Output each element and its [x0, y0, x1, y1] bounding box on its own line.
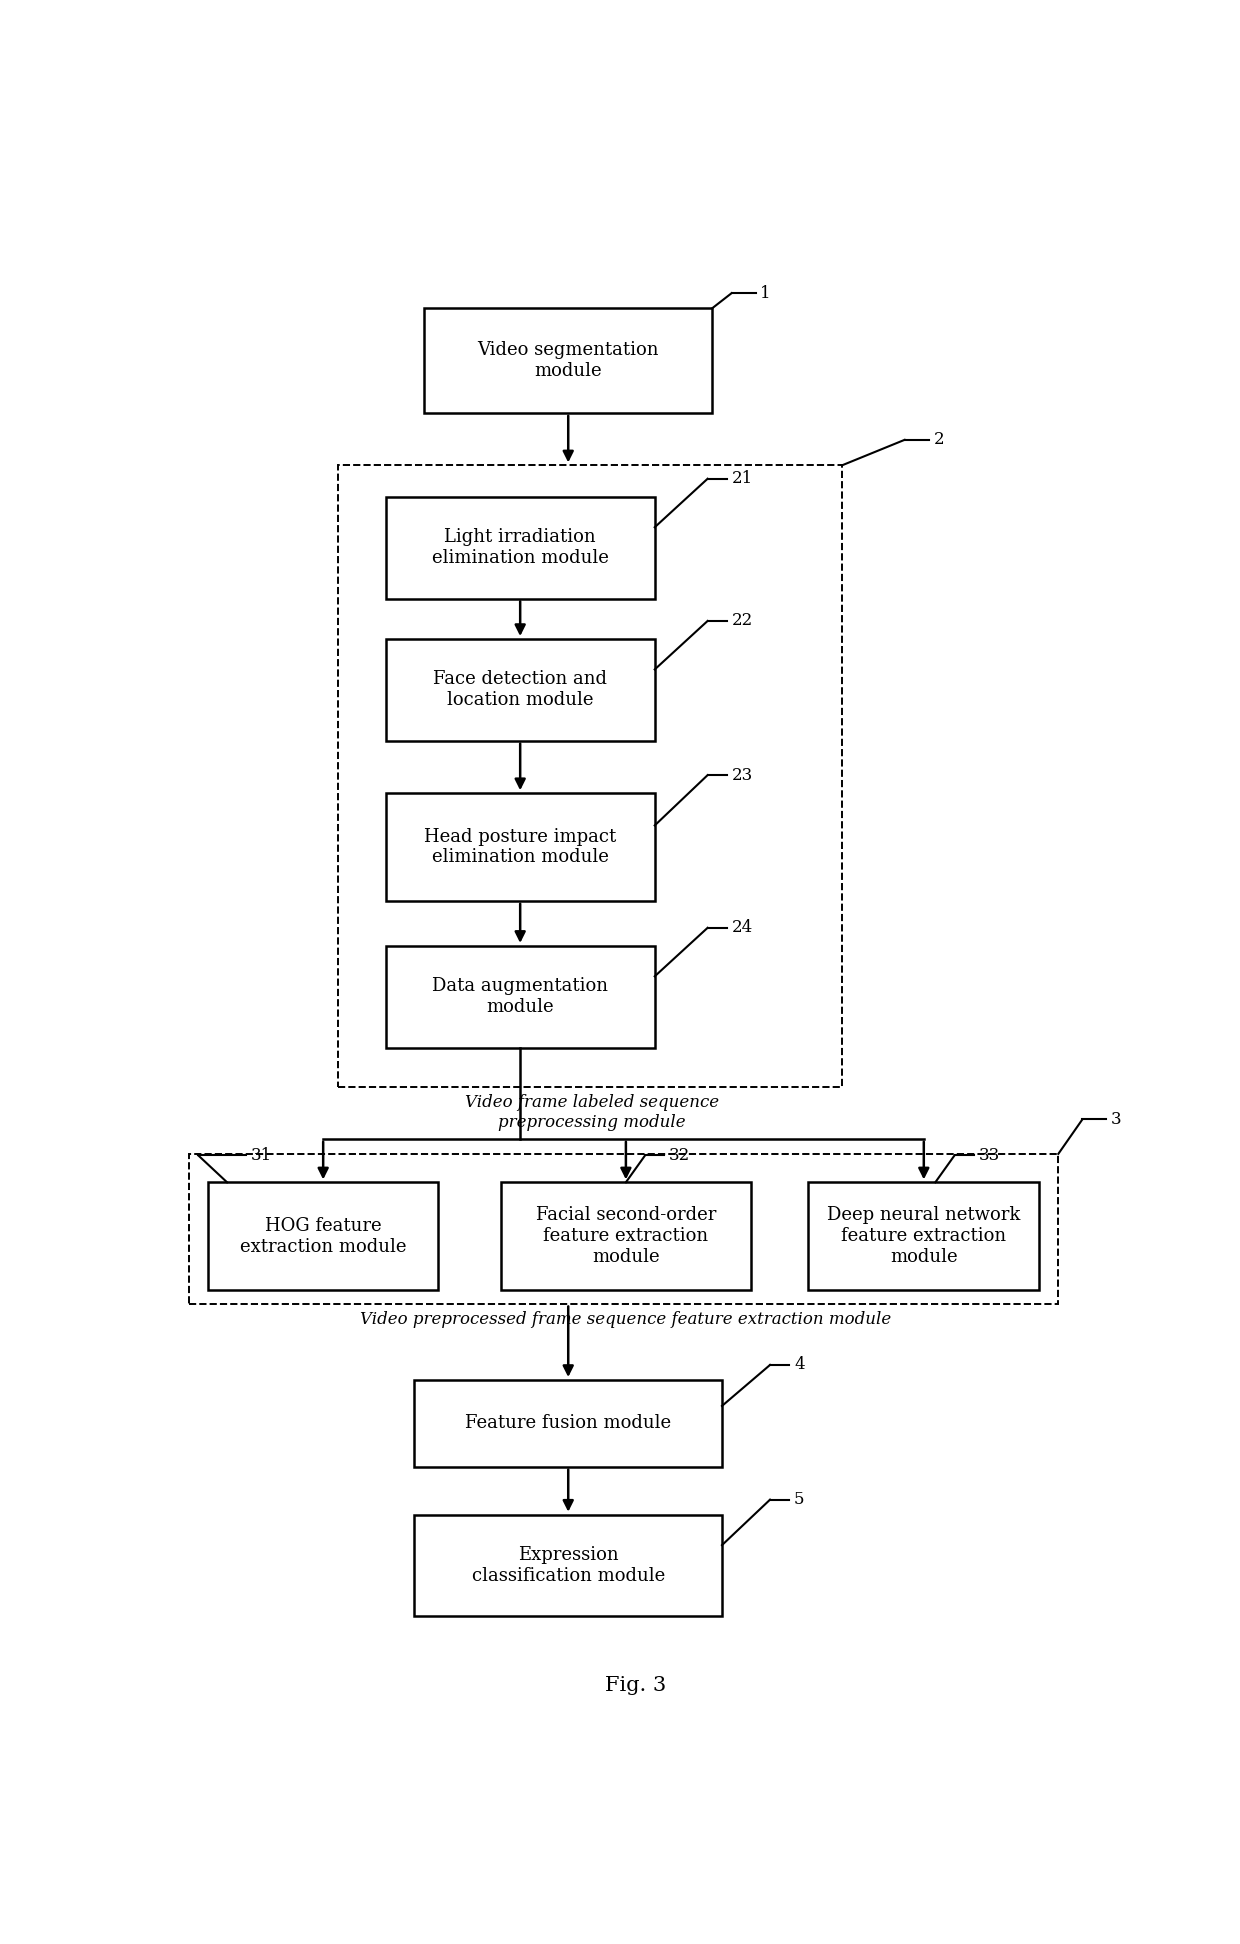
Text: 23: 23: [732, 766, 753, 783]
Bar: [414, 1514, 722, 1615]
Text: Video frame labeled sequence
preprocessing module: Video frame labeled sequence preprocessi…: [465, 1094, 719, 1131]
Text: 1: 1: [760, 284, 771, 301]
Text: 32: 32: [670, 1147, 691, 1164]
Text: 31: 31: [250, 1147, 273, 1164]
Text: 24: 24: [732, 920, 753, 937]
Bar: [386, 498, 655, 599]
Text: Data augmentation
module: Data augmentation module: [433, 978, 608, 1017]
Bar: [386, 793, 655, 900]
Text: Feature fusion module: Feature fusion module: [465, 1415, 671, 1433]
Text: 33: 33: [978, 1147, 999, 1164]
Bar: [208, 1182, 439, 1291]
Text: Head posture impact
elimination module: Head posture impact elimination module: [424, 828, 616, 867]
Bar: [386, 947, 655, 1048]
Text: 5: 5: [794, 1491, 805, 1509]
Bar: [414, 1380, 722, 1466]
Bar: [386, 640, 655, 741]
Text: 3: 3: [1111, 1110, 1122, 1128]
Text: HOG feature
extraction module: HOG feature extraction module: [239, 1217, 407, 1256]
Text: Expression
classification module: Expression classification module: [471, 1545, 665, 1584]
Bar: [501, 1182, 750, 1291]
Text: 2: 2: [934, 432, 944, 449]
Text: 21: 21: [732, 470, 753, 488]
Text: Light irradiation
elimination module: Light irradiation elimination module: [432, 529, 609, 568]
Text: Facial second-order
feature extraction
module: Facial second-order feature extraction m…: [536, 1207, 715, 1266]
Text: Video preprocessed frame sequence feature extraction module: Video preprocessed frame sequence featur…: [361, 1310, 892, 1328]
Bar: [424, 307, 713, 412]
Text: Video segmentation
module: Video segmentation module: [477, 340, 658, 379]
Text: 4: 4: [794, 1357, 805, 1372]
Text: Fig. 3: Fig. 3: [605, 1676, 666, 1695]
Text: Face detection and
location module: Face detection and location module: [433, 671, 608, 710]
Bar: [337, 465, 842, 1087]
Text: Deep neural network
feature extraction
module: Deep neural network feature extraction m…: [827, 1207, 1021, 1266]
Text: 22: 22: [732, 612, 753, 630]
Bar: [808, 1182, 1039, 1291]
Bar: [188, 1155, 1059, 1304]
